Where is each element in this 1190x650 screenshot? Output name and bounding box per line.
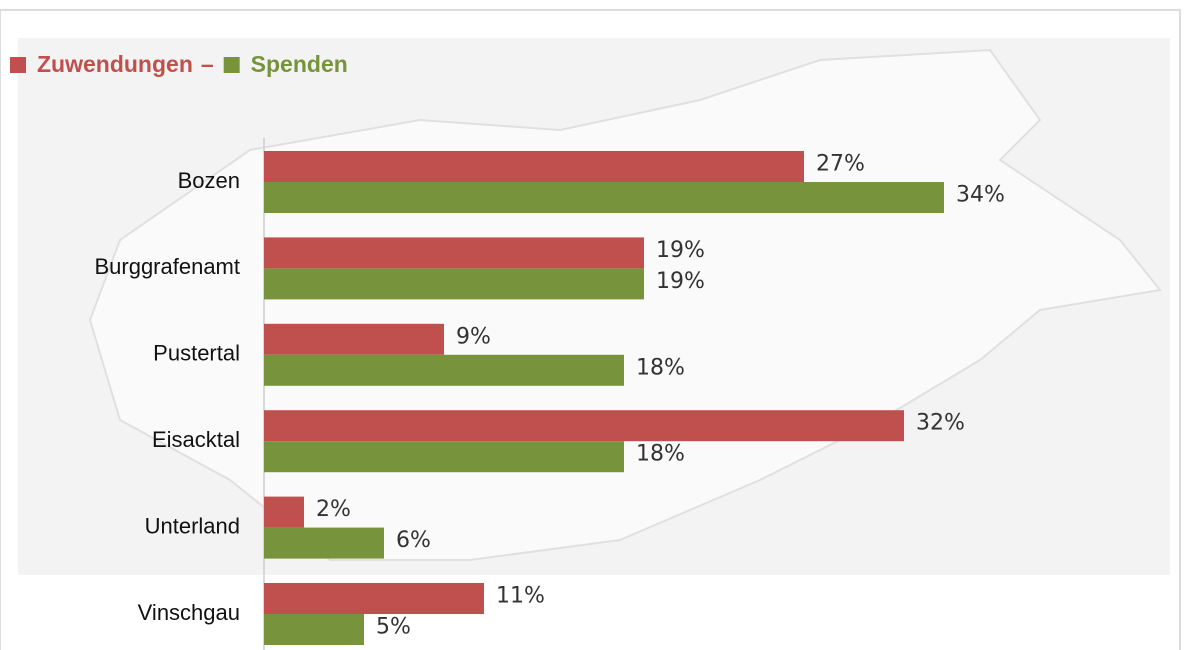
legend-label: Spenden xyxy=(251,51,348,77)
bar xyxy=(264,237,644,269)
bar xyxy=(264,583,484,614)
category-label: Bozen xyxy=(178,168,240,193)
bar xyxy=(264,410,904,442)
bar xyxy=(264,182,944,213)
category-label: Eisacktal xyxy=(152,427,240,452)
legend-separator: – xyxy=(201,51,214,77)
legend: Zuwendungen – Spenden xyxy=(10,51,348,77)
category-label: Pustertal xyxy=(153,341,240,366)
value-label: 27% xyxy=(816,152,865,177)
category-label: Unterland xyxy=(145,513,240,538)
value-label: 9% xyxy=(456,324,491,349)
bar xyxy=(264,323,444,355)
bar xyxy=(264,614,364,645)
value-label: 34% xyxy=(956,183,1005,208)
value-label: 18% xyxy=(636,355,685,380)
legend-swatch xyxy=(223,57,240,73)
category-label: Burggrafenamt xyxy=(94,254,240,279)
bar xyxy=(264,354,624,386)
value-label: 19% xyxy=(656,269,705,294)
bar xyxy=(264,441,624,473)
value-label: 11% xyxy=(496,584,545,609)
value-label: 18% xyxy=(636,442,685,467)
bar xyxy=(264,151,804,182)
value-label: 2% xyxy=(316,497,351,522)
value-label: 32% xyxy=(916,411,965,436)
bar xyxy=(264,496,304,528)
value-label: 5% xyxy=(376,615,411,640)
category-label: Vinschgau xyxy=(138,600,240,625)
bar xyxy=(264,527,384,559)
value-label: 19% xyxy=(656,238,705,263)
value-label: 6% xyxy=(396,528,431,553)
legend-swatch xyxy=(10,57,26,73)
legend-label: Zuwendungen xyxy=(37,51,193,77)
bar xyxy=(264,268,644,300)
